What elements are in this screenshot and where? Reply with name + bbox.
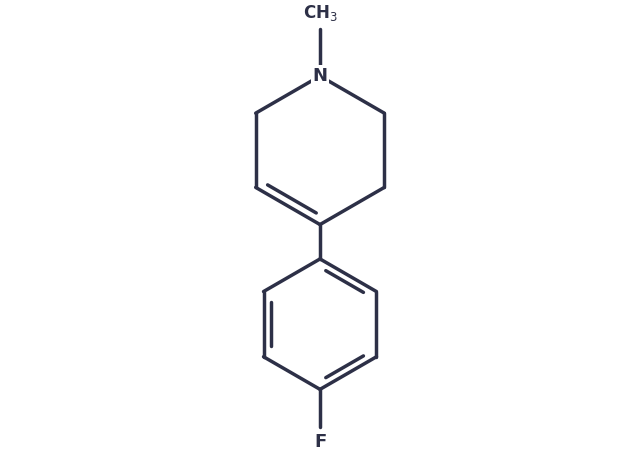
Text: F: F [314,433,326,451]
Text: N: N [312,67,328,85]
Text: CH$_3$: CH$_3$ [303,3,337,23]
